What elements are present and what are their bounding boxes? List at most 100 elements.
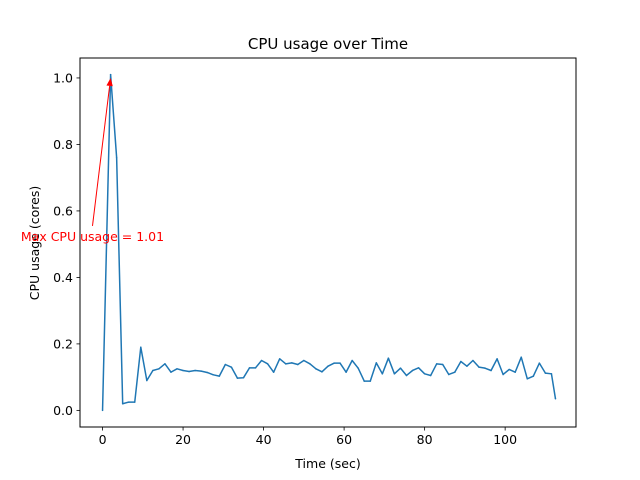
annotation-arrow-head [106, 77, 113, 87]
x-tick-label: 100 [493, 432, 517, 447]
data-point [484, 367, 486, 369]
data-point [212, 374, 215, 376]
data-point [176, 368, 178, 370]
axes-frame [79, 57, 577, 428]
data-point [254, 367, 257, 369]
annotation-text: Max CPU usage = 1.01 [21, 229, 164, 244]
data-point [278, 358, 281, 360]
y-tick-label: 0.0 [53, 403, 73, 418]
data-point [550, 373, 553, 375]
data-point [109, 73, 112, 76]
data-point [327, 365, 329, 367]
data-point [387, 357, 390, 359]
data-point [520, 356, 522, 358]
data-point [121, 402, 124, 405]
data-point [146, 379, 148, 382]
series-line [101, 73, 557, 411]
data-point [514, 371, 516, 373]
chart-title: CPU usage over Time [248, 35, 408, 53]
data-point [297, 363, 299, 366]
data-point [309, 363, 311, 365]
x-tick-label: 80 [417, 432, 433, 447]
data-point [164, 363, 166, 365]
annotation-arrow [91, 85, 111, 226]
y-tick-label: 0.2 [53, 336, 73, 351]
data-point [554, 397, 557, 400]
data-point [158, 368, 160, 370]
data-point [375, 362, 378, 364]
data-point [381, 373, 384, 375]
data-point [152, 369, 154, 372]
data-point [466, 365, 468, 367]
data-point [115, 156, 118, 159]
data-point [351, 359, 353, 362]
data-point [101, 409, 104, 412]
data-point [200, 370, 202, 372]
y-tick-label: 0.8 [53, 137, 73, 152]
data-point [405, 374, 408, 377]
data-point [291, 362, 293, 364]
data-point [266, 363, 269, 365]
data-point [472, 359, 474, 362]
data-point [508, 368, 510, 371]
data-point [399, 367, 402, 369]
data-point [532, 375, 535, 377]
data-point [544, 372, 547, 374]
data-point [224, 363, 227, 366]
data-point [182, 369, 184, 372]
data-point [417, 367, 420, 369]
x-axis-label: Time (sec) [294, 456, 360, 471]
data-point [206, 371, 208, 374]
plot-area [101, 73, 557, 412]
y-tick-label: 1.0 [53, 70, 73, 85]
data-point [496, 358, 498, 360]
data-point [230, 366, 233, 368]
data-point [478, 366, 480, 368]
data-point [303, 359, 305, 362]
data-point [538, 362, 541, 364]
x-tick-label: 40 [256, 432, 272, 447]
max-annotation: Max CPU usage = 1.01 [21, 77, 164, 244]
data-point [260, 359, 263, 362]
data-point [441, 363, 444, 366]
data-point [236, 377, 239, 379]
x-tick-label: 60 [336, 432, 352, 447]
data-point [218, 375, 221, 377]
data-point [423, 373, 426, 375]
y-tick-label: 0.4 [53, 270, 73, 285]
data-point [284, 363, 287, 365]
data-point [448, 373, 450, 376]
data-point [272, 371, 275, 373]
y-axis-label: CPU usage (cores) [27, 186, 42, 300]
data-point [194, 369, 196, 372]
x-axis: 0 20 40 60 80 100 [99, 427, 517, 447]
data-point [435, 363, 438, 365]
data-point [127, 401, 130, 403]
data-point [363, 380, 365, 382]
y-axis: 0.0 0.2 0.4 0.6 0.8 1.0 [53, 70, 80, 418]
data-point [188, 370, 190, 373]
data-point [321, 371, 323, 373]
y-tick-label: 0.6 [53, 203, 73, 218]
data-point [134, 401, 136, 403]
data-point [460, 360, 462, 363]
data-point [526, 378, 529, 380]
data-point [170, 371, 172, 373]
data-point [393, 373, 396, 375]
data-point [333, 362, 335, 364]
data-point [242, 377, 245, 379]
data-point [369, 380, 372, 382]
data-point [357, 367, 359, 369]
data-point [315, 368, 317, 370]
x-tick-label: 0 [99, 432, 107, 447]
data-point [345, 371, 347, 373]
data-point [248, 367, 251, 369]
x-tick-label: 20 [175, 432, 191, 447]
data-point [454, 371, 456, 373]
data-point [339, 362, 341, 364]
data-point [490, 369, 492, 372]
data-point [429, 374, 432, 377]
data-point [140, 346, 142, 348]
data-point [502, 373, 504, 376]
